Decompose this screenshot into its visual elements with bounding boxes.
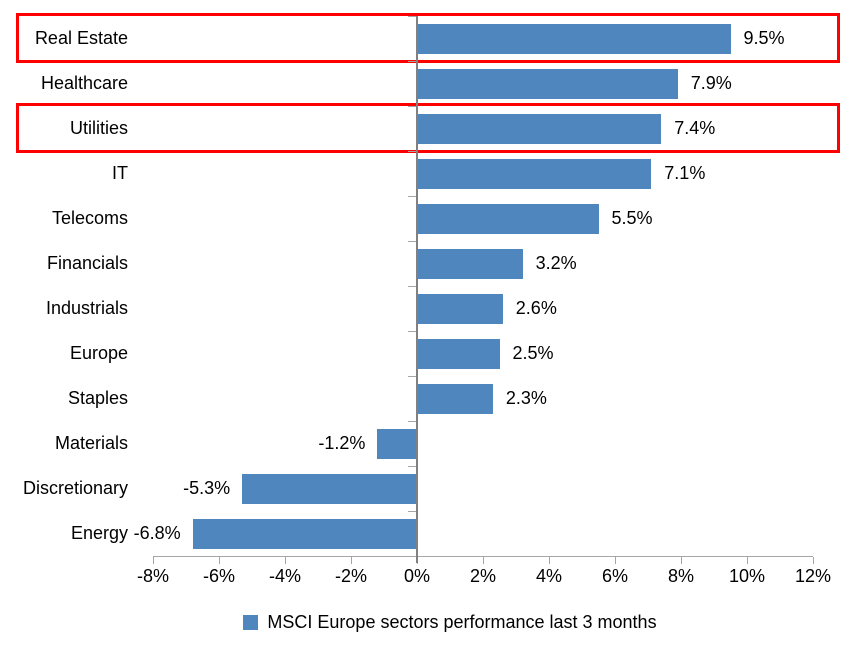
legend: MSCI Europe sectors performance last 3 m… (24, 612, 852, 633)
value-label: -6.8% (133, 523, 181, 543)
bar (417, 203, 599, 234)
x-axis-line (153, 556, 813, 557)
x-axis-tick (615, 557, 616, 564)
x-axis-tick-label: 4% (535, 566, 562, 586)
bar (417, 293, 503, 324)
bar (417, 113, 662, 144)
category-label: Telecoms (51, 208, 128, 228)
bar (417, 248, 523, 279)
bar (192, 518, 417, 549)
bar (417, 68, 678, 99)
y-axis-tick (408, 421, 416, 422)
category-label: Energy (70, 523, 128, 543)
category-label: Healthcare (40, 73, 128, 93)
legend-swatch-icon (243, 615, 259, 630)
bar (417, 383, 493, 414)
x-axis-tick-label: 8% (667, 566, 694, 586)
category-label: Real Estate (34, 28, 128, 48)
x-axis-tick (813, 557, 814, 564)
highlight-box-real-estate (16, 13, 840, 63)
x-axis-tick (549, 557, 550, 564)
x-axis-tick (747, 557, 748, 564)
y-axis-line (416, 16, 418, 563)
y-axis-tick (408, 286, 416, 287)
value-label: 7.4% (674, 118, 716, 138)
x-axis-tick-label: -8% (136, 566, 169, 586)
value-label: 3.2% (535, 253, 577, 273)
y-axis-tick (408, 376, 416, 377)
x-axis-tick-label: -4% (268, 566, 301, 586)
highlight-box-utilities (16, 103, 840, 153)
value-label: 7.9% (690, 73, 732, 93)
value-label: -1.2% (318, 433, 366, 453)
category-label: IT (112, 163, 128, 183)
bar (242, 473, 417, 504)
x-axis-tick-label: 10% (728, 566, 766, 586)
category-label: Europe (69, 343, 128, 363)
x-axis-tick-label: -2% (334, 566, 367, 586)
x-axis-tick (285, 557, 286, 564)
x-axis-tick-label: -6% (202, 566, 235, 586)
y-axis-tick (408, 511, 416, 512)
y-axis-tick (408, 151, 416, 152)
category-label: Staples (67, 388, 128, 408)
y-axis-tick (408, 106, 416, 107)
value-label: 2.3% (505, 388, 547, 408)
x-axis-tick (153, 557, 154, 564)
x-axis-tick (351, 557, 352, 564)
category-label: Discretionary (22, 478, 128, 498)
x-axis-tick-label: 2% (469, 566, 496, 586)
y-axis-tick (408, 196, 416, 197)
category-label: Financials (46, 253, 128, 273)
bar (377, 428, 417, 459)
value-label: 9.5% (743, 28, 785, 48)
value-label: -5.3% (183, 478, 231, 498)
y-axis-tick (408, 466, 416, 467)
x-axis-tick (681, 557, 682, 564)
y-axis-tick (408, 16, 416, 17)
category-label: Materials (54, 433, 128, 453)
legend-label: MSCI Europe sectors performance last 3 m… (267, 612, 657, 632)
y-axis-tick (408, 556, 416, 557)
value-label: 7.1% (664, 163, 706, 183)
value-label: 5.5% (611, 208, 653, 228)
x-axis-tick-label: 6% (601, 566, 628, 586)
bar (417, 158, 652, 189)
category-label: Industrials (45, 298, 128, 318)
x-axis-tick (483, 557, 484, 564)
x-axis-tick-label: 12% (794, 566, 832, 586)
y-axis-tick (408, 61, 416, 62)
category-label: Utilities (69, 118, 128, 138)
x-axis-tick (219, 557, 220, 564)
bar (417, 23, 731, 54)
x-axis-tick-label: 0% (403, 566, 430, 586)
y-axis-tick (408, 241, 416, 242)
y-axis-tick (408, 331, 416, 332)
value-label: 2.6% (515, 298, 557, 318)
value-label: 2.5% (512, 343, 554, 363)
bar (417, 338, 500, 369)
